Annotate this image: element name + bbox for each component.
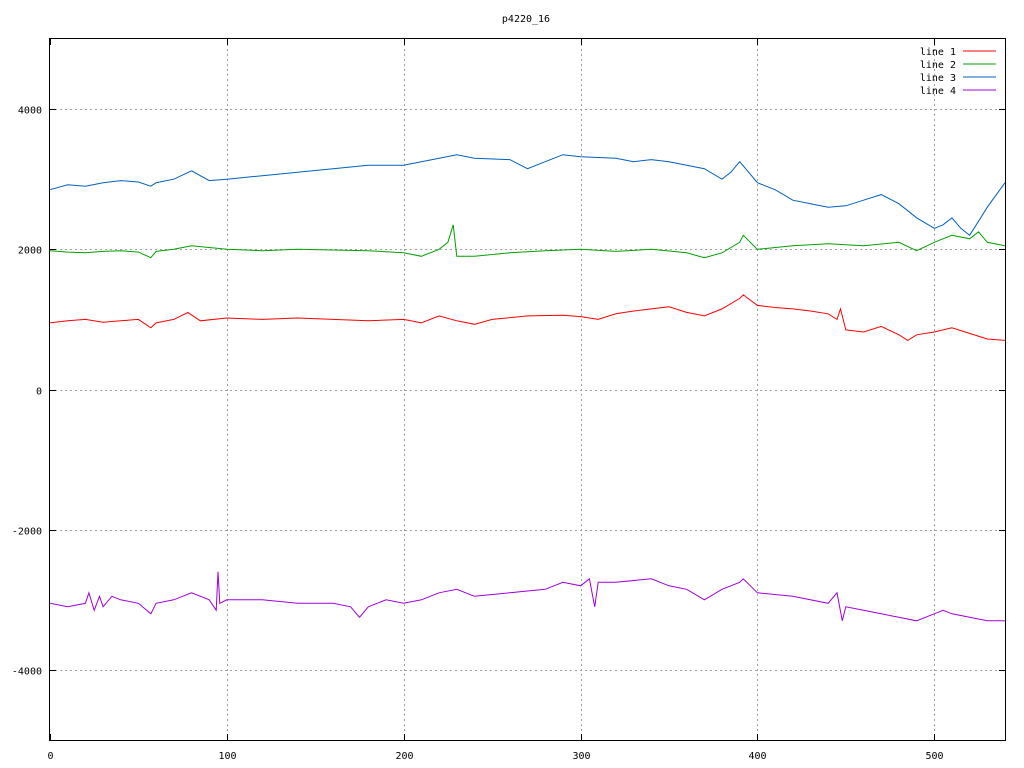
legend-label-4: line 4 — [920, 86, 956, 97]
y-tick-label: -4000 — [12, 667, 42, 678]
series-line-4 — [49, 571, 1005, 622]
axis-ticks: 0 100 200 300 400 500 -4000 -2000 0 2000 4000 — [12, 39, 1005, 762]
series-line-2 — [49, 224, 1006, 259]
legend-label-3: line 3 — [920, 73, 956, 84]
y-tick-label: 0 — [36, 387, 42, 398]
series-line-3 — [49, 154, 1006, 237]
x-tick-label: 0 — [47, 751, 53, 762]
x-tick-label: 400 — [748, 751, 766, 762]
y-tick-label: -2000 — [12, 527, 42, 538]
y-tick-label: 4000 — [18, 106, 42, 117]
x-tick-label: 500 — [925, 751, 943, 762]
x-tick-label: 100 — [218, 751, 236, 762]
y-tick-label: 2000 — [18, 246, 42, 257]
legend-label-1: line 1 — [920, 47, 956, 58]
plot-frame — [49, 38, 1006, 741]
x-tick-label: 200 — [395, 751, 413, 762]
x-tick-label: 300 — [572, 751, 590, 762]
legend-label-2: line 2 — [920, 60, 956, 71]
legend: line 1 line 2 line 3 line 4 — [920, 47, 996, 97]
series-group — [49, 154, 1006, 622]
series-line-1 — [49, 294, 1006, 341]
chart-title: p4220_16 — [502, 14, 550, 25]
grid — [50, 39, 1005, 740]
